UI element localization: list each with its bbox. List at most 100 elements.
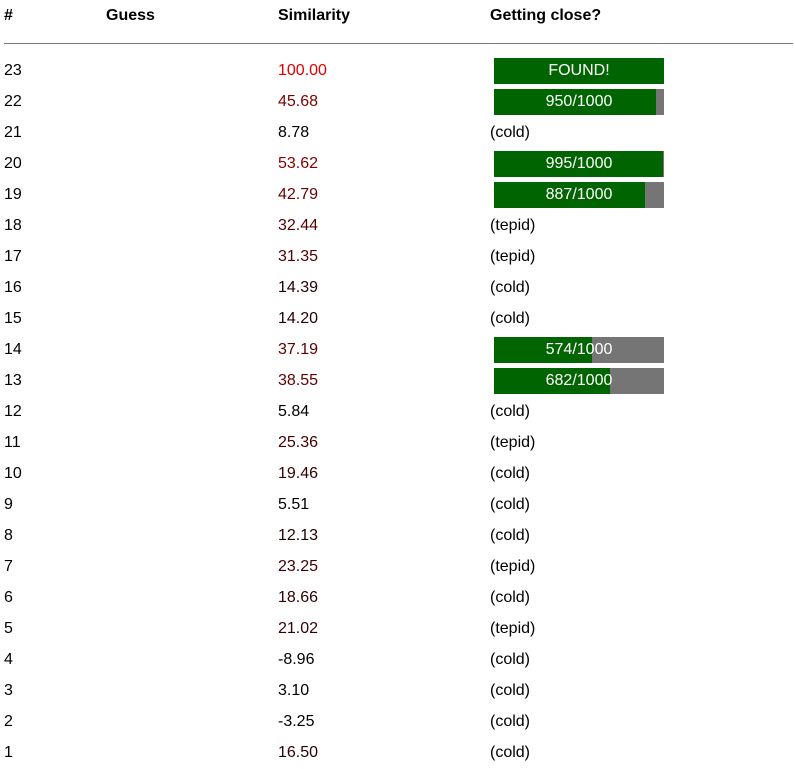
table-row: 4 -8.96 (cold) (0, 644, 795, 675)
table-row: 12 5.84 (cold) (0, 396, 795, 427)
guess-number: 20 (4, 155, 22, 172)
temperature-label: (cold) (490, 713, 531, 730)
guess-number: 13 (4, 372, 22, 389)
similarity-value: 38.55 (278, 372, 319, 389)
similarity-value: 5.84 (278, 403, 310, 420)
header-guess: Guess (106, 7, 155, 24)
similarity-value: 42.79 (278, 186, 319, 203)
table-row: 6 18.66 (cold) (0, 582, 795, 613)
guess-number: 18 (4, 217, 22, 234)
similarity-value: 3.10 (278, 682, 310, 699)
proximity-label: FOUND! (548, 62, 610, 79)
temperature-label: (cold) (490, 279, 531, 296)
similarity-value: 14.20 (278, 310, 319, 327)
proximity-bar-fill (494, 182, 645, 208)
temperature-label: (tepid) (490, 620, 536, 637)
temperature-label: (tepid) (490, 558, 536, 575)
guess-number: 7 (4, 558, 13, 575)
similarity-value: 25.36 (278, 434, 319, 451)
guess-number: 15 (4, 310, 22, 327)
guess-number: 10 (4, 465, 22, 482)
header-getting-close: Getting close? (490, 7, 602, 24)
proximity-bar: 682/1000 (494, 368, 664, 394)
similarity-value: 19.46 (278, 465, 319, 482)
similarity-value: 32.44 (278, 217, 319, 234)
header-divider (4, 43, 793, 44)
table-row: 17 31.35 (tepid) (0, 241, 795, 272)
table-row: 21 8.78 (cold) (0, 117, 795, 148)
similarity-value: 31.35 (278, 248, 319, 265)
table-row: 13 38.55 682/1000 (0, 365, 795, 396)
similarity-value: 16.50 (278, 744, 319, 761)
guess-number: 4 (4, 651, 13, 668)
guess-number: 2 (4, 713, 13, 730)
table-row: 1 16.50 (cold) (0, 737, 795, 768)
temperature-label: (cold) (490, 124, 531, 141)
proximity-label: 995/1000 (545, 155, 613, 172)
similarity-value: 14.39 (278, 279, 319, 296)
similarity-value: 12.13 (278, 527, 319, 544)
guess-table-body: 23 100.00 FOUND! 22 45.68 950/1000 21 8.78 (cold… (0, 55, 795, 768)
table-row: 2 -3.25 (cold) (0, 706, 795, 737)
temperature-label: (tepid) (490, 248, 536, 265)
table-row: 14 37.19 574/1000 (0, 334, 795, 365)
proximity-bar-fill (494, 151, 664, 177)
proximity-label: 682/1000 (545, 372, 613, 389)
temperature-label: (tepid) (490, 434, 536, 451)
temperature-label: (cold) (490, 527, 531, 544)
proximity-label: 887/1000 (545, 186, 613, 203)
similarity-value: 18.66 (278, 589, 319, 606)
guess-number: 16 (4, 279, 22, 296)
similarity-value: 8.78 (278, 124, 310, 141)
guess-number: 21 (4, 124, 22, 141)
temperature-label: (cold) (490, 496, 531, 513)
table-row: 23 100.00 FOUND! (0, 55, 795, 86)
proximity-bar: 574/1000 (494, 337, 664, 363)
table-row: 20 53.62 995/1000 (0, 148, 795, 179)
temperature-label: (tepid) (490, 217, 536, 234)
guess-number: 22 (4, 93, 22, 110)
proximity-bar-fill (494, 89, 656, 115)
temperature-label: (cold) (490, 651, 531, 668)
temperature-label: (cold) (490, 310, 531, 327)
similarity-value: -8.96 (278, 651, 315, 668)
header-similarity: Similarity (278, 7, 351, 24)
temperature-label: (cold) (490, 465, 531, 482)
guess-number: 23 (4, 62, 22, 79)
similarity-value: 100.00 (278, 62, 327, 79)
table-row: 8 12.13 (cold) (0, 520, 795, 551)
similarity-value: 21.02 (278, 620, 319, 637)
proximity-bar: FOUND! (494, 58, 664, 84)
table-row: 19 42.79 887/1000 (0, 179, 795, 210)
guess-number: 3 (4, 682, 13, 699)
temperature-label: (cold) (490, 589, 531, 606)
table-row: 7 23.25 (tepid) (0, 551, 795, 582)
guess-table-header: # Guess Similarity Getting close? (0, 0, 795, 44)
guess-number: 19 (4, 186, 22, 203)
temperature-label: (cold) (490, 744, 531, 761)
similarity-value: 45.68 (278, 93, 319, 110)
proximity-bar-fill (494, 58, 664, 84)
guess-number: 9 (4, 496, 13, 513)
guess-number: 17 (4, 248, 22, 265)
proximity-label: 574/1000 (545, 341, 613, 358)
guess-number: 11 (4, 434, 21, 451)
table-row: 18 32.44 (tepid) (0, 210, 795, 241)
table-row: 5 21.02 (tepid) (0, 613, 795, 644)
table-row: 11 25.36 (tepid) (0, 427, 795, 458)
proximity-bar: 887/1000 (494, 182, 664, 208)
proximity-bar: 995/1000 (494, 151, 664, 177)
guess-number: 5 (4, 620, 13, 637)
table-row: 10 19.46 (cold) (0, 458, 795, 489)
guess-number: 12 (4, 403, 22, 420)
similarity-value: 23.25 (278, 558, 319, 575)
similarity-value: 5.51 (278, 496, 310, 513)
temperature-label: (cold) (490, 682, 531, 699)
similarity-value: 37.19 (278, 341, 319, 358)
guess-number: 6 (4, 589, 13, 606)
table-row: 3 3.10 (cold) (0, 675, 795, 706)
table-row: 22 45.68 950/1000 (0, 86, 795, 117)
header-number: # (4, 7, 13, 24)
guess-number: 14 (4, 341, 22, 358)
proximity-label: 950/1000 (545, 93, 613, 110)
